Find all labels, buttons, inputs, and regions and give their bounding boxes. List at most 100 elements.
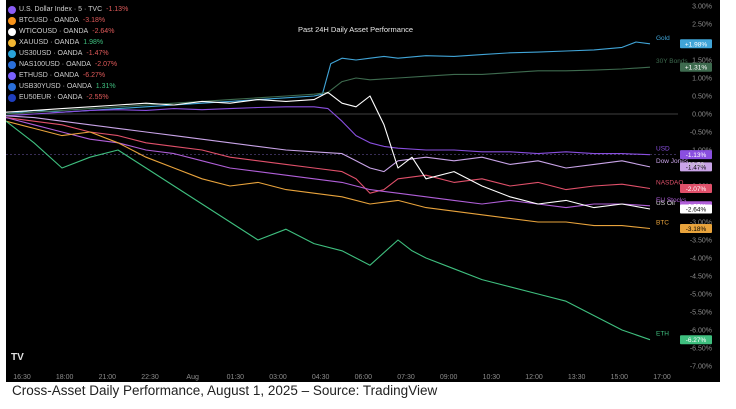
legend: U.S. Dollar Index · 5 · TVC -1.13% BTCUSD … — [8, 4, 128, 103]
legend-row[interactable]: USB30YUSD · OANDA 1.31% — [8, 81, 128, 92]
x-tick-label: 03:00 — [269, 374, 287, 381]
value-badge-label: +1.31% — [685, 65, 707, 72]
x-tick-label: 16:30 — [13, 374, 31, 381]
usd-flag-icon — [8, 5, 16, 14]
legend-change: 1.98% — [83, 39, 104, 46]
series-name-label: Gold — [656, 35, 670, 42]
series-name-label: EU Stocks — [656, 197, 687, 204]
value-badge — [680, 184, 712, 194]
legend-row[interactable]: ETHUSD · OANDA -6.27% — [8, 70, 128, 81]
series-name-label: US Oil — [656, 200, 675, 207]
legend-change: -1.13% — [106, 6, 129, 13]
x-tick-label: 06:00 — [355, 374, 373, 381]
series-line — [6, 66, 651, 115]
legend-row[interactable]: U.S. Dollar Index · 5 · TVC -1.13% — [8, 4, 128, 15]
us-flag-icon — [8, 49, 16, 58]
line-chart: 3.00%2.50%2.00%1.50%1.00%0.50%0.00%-0.50… — [6, 4, 712, 381]
value-badge-label: -6.27% — [686, 337, 707, 344]
y-tick-label: 2.50% — [692, 22, 712, 29]
series-line — [6, 117, 651, 194]
x-tick-label: 17:00 — [653, 374, 671, 381]
eu-flag-icon — [8, 93, 16, 102]
series-name-label: 30Y Bonds — [656, 58, 688, 65]
legend-change: 1.31% — [95, 83, 116, 90]
us-flag-icon — [8, 82, 16, 91]
value-badge-label: -1.47% — [686, 164, 707, 171]
legend-change: -2.55% — [86, 94, 109, 101]
legend-symbol: EU50EUR · OANDA — [19, 94, 83, 101]
legend-row[interactable]: XAUUSD · OANDA 1.98% — [8, 37, 128, 48]
value-badge — [680, 204, 712, 214]
series-line — [6, 120, 651, 341]
tradingview-logo: TV — [11, 352, 24, 363]
y-tick-label: -5.00% — [690, 292, 712, 299]
y-tick-label: -7.00% — [690, 364, 712, 371]
legend-change: -2.07% — [94, 61, 118, 68]
y-tick-label: 3.00% — [692, 4, 712, 11]
ethereum-icon — [8, 71, 16, 80]
x-tick-label: 07:30 — [397, 374, 415, 381]
legend-change: -6.27% — [82, 72, 106, 79]
value-badge — [680, 39, 712, 49]
x-tick-label: 21:00 — [99, 374, 117, 381]
legend-change: -2.64% — [92, 28, 115, 35]
value-badge — [680, 62, 712, 72]
value-badge — [680, 223, 712, 233]
y-tick-label: 1.50% — [692, 58, 712, 65]
value-badge-label: +1.98% — [685, 41, 707, 48]
us-flag-icon — [8, 60, 16, 69]
countdown-label: 03:58 — [688, 162, 705, 169]
series-name-label: Dow Jones — [656, 158, 689, 165]
x-tick-label: 10:30 — [483, 374, 501, 381]
y-tick-label: -0.50% — [690, 130, 712, 137]
y-tick-label: -5.50% — [690, 310, 712, 317]
value-badge — [680, 335, 712, 345]
chart-area: 3.00%2.50%2.00%1.50%1.00%0.50%0.00%-0.50… — [6, 0, 720, 382]
gold-icon — [8, 38, 16, 47]
value-badge — [680, 150, 712, 160]
legend-row[interactable]: BTCUSD · OANDA -3.18% — [8, 15, 128, 26]
y-tick-label: -3.00% — [690, 220, 712, 227]
legend-row[interactable]: EU50EUR · OANDA -2.55% — [8, 92, 128, 103]
x-tick-label: 15:00 — [611, 374, 629, 381]
legend-symbol: US30USD · OANDA — [19, 50, 83, 57]
legend-symbol: XAUUSD · OANDA — [19, 39, 80, 46]
y-tick-label: -6.00% — [690, 328, 712, 335]
series-line — [6, 106, 651, 156]
value-badge — [680, 162, 712, 172]
x-tick-label: 22:30 — [141, 374, 159, 381]
x-tick-label: 13:30 — [568, 374, 586, 381]
x-tick-label: 09:00 — [440, 374, 458, 381]
series-name-label: BTC — [656, 219, 669, 226]
value-badge-label: -2.07% — [686, 186, 707, 193]
legend-symbol: BTCUSD · OANDA — [19, 17, 79, 24]
legend-symbol: U.S. Dollar Index · 5 · TVC — [19, 6, 103, 13]
x-tick-label: 12:00 — [525, 374, 543, 381]
legend-row[interactable]: NAS100USD · OANDA -2.07% — [8, 59, 128, 70]
oil-drop-icon — [8, 27, 16, 36]
legend-change: -3.18% — [82, 17, 106, 24]
value-badge-label: -2.64% — [686, 207, 707, 214]
y-tick-label: -3.50% — [690, 238, 712, 245]
y-tick-label: 0.00% — [692, 112, 712, 119]
series-line — [6, 117, 651, 209]
chart-title: Past 24H Daily Asset Performance — [298, 25, 414, 34]
y-tick-label: -4.50% — [690, 274, 712, 281]
series-line — [6, 120, 651, 230]
series-name-label: USD — [656, 146, 670, 153]
bitcoin-icon — [8, 16, 16, 25]
legend-symbol: USB30YUSD · OANDA — [19, 83, 92, 90]
legend-change: -1.47% — [86, 50, 109, 57]
legend-symbol: ETHUSD · OANDA — [19, 72, 79, 79]
value-badge-label: -1.13% — [686, 152, 707, 159]
y-tick-label: -4.00% — [690, 256, 712, 263]
y-tick-label: 0.50% — [692, 94, 712, 101]
value-badge-label: -3.18% — [686, 226, 707, 233]
legend-row[interactable]: WTICOUSD · OANDA -2.64% — [8, 26, 128, 37]
x-tick-label: 04:30 — [312, 374, 330, 381]
legend-row[interactable]: US30USD · OANDA -1.47% — [8, 48, 128, 59]
y-tick-label: -6.50% — [690, 346, 712, 353]
x-tick-label: 18:00 — [56, 374, 74, 381]
series-name-label: ETH — [656, 331, 669, 338]
legend-symbol: WTICOUSD · OANDA — [19, 28, 89, 35]
